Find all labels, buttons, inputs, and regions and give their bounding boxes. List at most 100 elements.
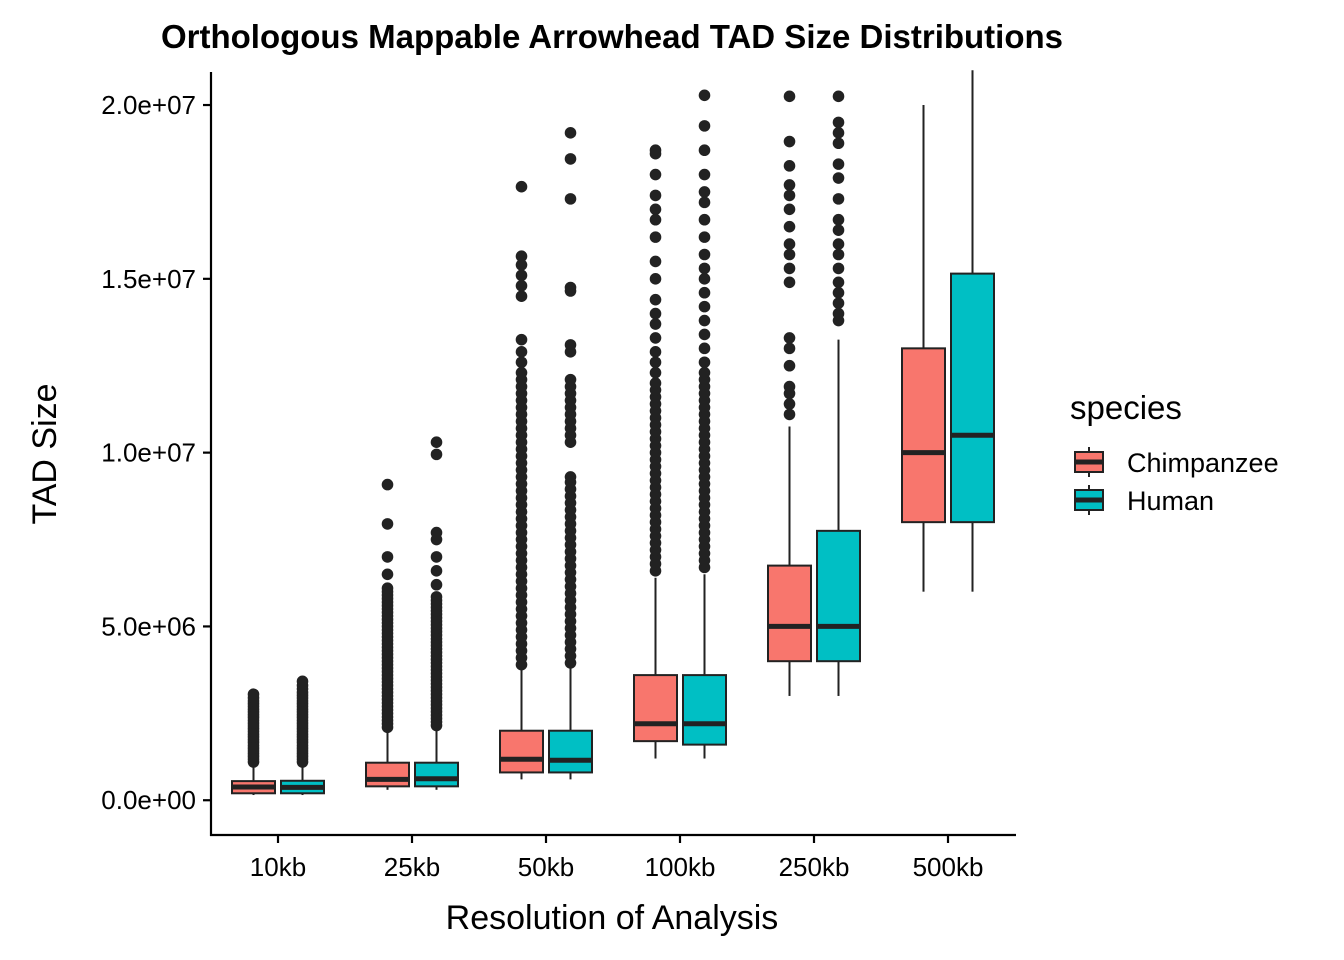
outlier-point	[783, 189, 796, 202]
box-50kb-human	[548, 127, 593, 780]
outlier-point	[698, 213, 711, 226]
outlier-point	[649, 273, 662, 285]
outlier-point	[515, 259, 528, 271]
outlier-point	[783, 380, 796, 393]
outlier-point	[515, 269, 528, 282]
outlier-point	[649, 203, 662, 216]
iqr-box	[767, 564, 812, 663]
outlier-point	[832, 127, 845, 139]
outlier-point	[783, 262, 796, 275]
iqr-box	[950, 272, 995, 524]
outlier-point	[649, 356, 662, 369]
outlier-point	[649, 189, 662, 202]
outlier-point	[783, 408, 796, 421]
outlier-point	[564, 281, 577, 294]
outlier-point	[564, 193, 577, 205]
iqr-box	[633, 674, 678, 743]
y-tick-label: 0.0e+00	[101, 785, 196, 815]
outlier-point	[783, 238, 796, 250]
outlier-point	[832, 116, 845, 129]
outlier-point	[430, 526, 443, 539]
outlier-point	[832, 90, 845, 103]
box-50kb-chimpanzee	[499, 180, 544, 780]
outlier-point	[649, 377, 662, 389]
outlier-point	[783, 359, 796, 372]
outlier-point	[832, 276, 845, 289]
outlier-point	[698, 286, 711, 299]
outlier-point	[381, 478, 394, 491]
outlier-point	[515, 250, 528, 263]
outlier-point	[649, 318, 662, 330]
outlier-point	[515, 180, 528, 193]
outlier-point	[649, 168, 662, 181]
outlier-point	[783, 220, 796, 233]
outlier-point	[649, 213, 662, 226]
outlier-point	[296, 675, 309, 688]
outlier-point	[783, 135, 796, 148]
outlier-point	[381, 551, 394, 563]
outlier-point	[832, 262, 845, 275]
outlier-point	[832, 297, 845, 309]
outlier-point	[564, 373, 577, 386]
outlier-point	[649, 366, 662, 379]
outlier-point	[783, 179, 796, 191]
box-500kb-chimpanzee	[901, 105, 946, 592]
outlier-point	[247, 688, 260, 701]
outlier-point	[649, 293, 662, 306]
outlier-point	[515, 356, 528, 369]
outlier-point	[515, 366, 528, 379]
outlier-point	[515, 333, 528, 346]
outlier-point	[698, 196, 711, 209]
outlier-point	[783, 248, 796, 261]
iqr-box	[816, 529, 861, 663]
outlier-point	[698, 342, 711, 355]
outlier-point	[515, 290, 528, 303]
outlier-point	[698, 186, 711, 198]
outlier-point	[698, 168, 711, 181]
outlier-point	[649, 231, 662, 243]
legend-item-human: Human	[1074, 485, 1214, 516]
box-250kb-chimpanzee	[767, 90, 812, 696]
outlier-point	[698, 144, 711, 157]
chart-title: Orthologous Mappable Arrowhead TAD Size …	[161, 18, 1063, 55]
outlier-point	[832, 213, 845, 226]
box-25kb-chimpanzee	[365, 478, 410, 790]
outlier-point	[698, 120, 711, 132]
outlier-point	[832, 172, 845, 184]
outlier-point	[783, 332, 796, 344]
y-axis-ticks: 0.0e+00 5.0e+06 1.0e+07 1.5e+07 2.0e+07	[101, 90, 211, 815]
legend: species Chimpanzee Human	[1070, 389, 1279, 516]
outlier-point	[698, 262, 711, 275]
outlier-point	[698, 248, 711, 261]
outlier-point	[430, 578, 443, 591]
outlier-point	[783, 160, 796, 172]
x-tick-label: 500kb	[913, 852, 984, 882]
outlier-point	[783, 90, 796, 103]
iqr-box	[682, 674, 727, 746]
iqr-box	[365, 761, 410, 788]
outlier-point	[698, 300, 711, 313]
y-tick-label: 5.0e+06	[101, 611, 196, 641]
outlier-point	[564, 471, 577, 483]
outlier-point	[832, 307, 845, 320]
box-100kb-chimpanzee	[633, 144, 678, 759]
y-tick-label: 1.5e+07	[101, 264, 196, 294]
outlier-point	[430, 565, 443, 577]
outlier-point	[430, 448, 443, 461]
box-500kb-human	[950, 70, 995, 592]
x-tick-label: 100kb	[645, 852, 716, 882]
outlier-point	[564, 339, 577, 351]
outlier-point	[430, 551, 443, 563]
outlier-point	[381, 582, 394, 594]
outlier-point	[783, 203, 796, 216]
outlier-point	[381, 568, 394, 581]
y-tick-label: 1.0e+07	[101, 438, 196, 468]
outlier-point	[832, 238, 845, 250]
outlier-point	[515, 279, 528, 292]
y-tick-label: 2.0e+07	[101, 90, 196, 120]
outlier-point	[783, 398, 796, 410]
x-tick-label: 250kb	[779, 852, 850, 882]
y-axis-label: TAD Size	[26, 383, 64, 524]
outlier-point	[381, 518, 394, 530]
